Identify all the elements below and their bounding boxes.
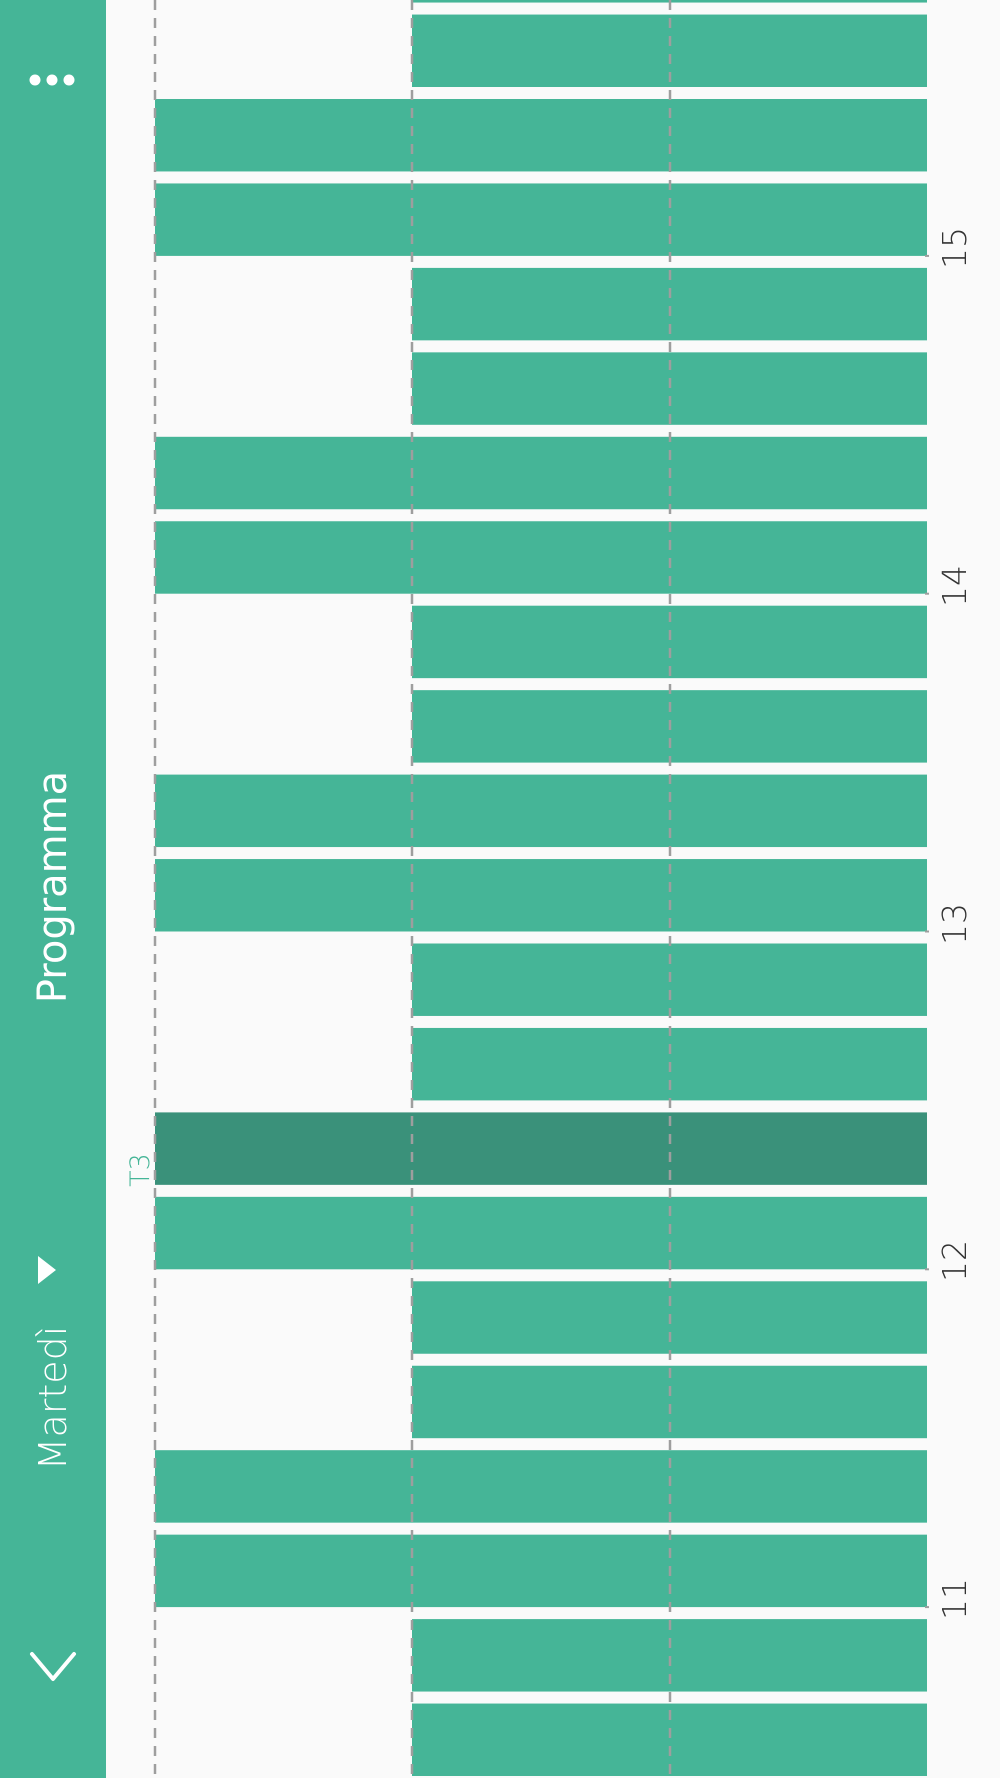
play-icon[interactable] <box>36 1255 58 1285</box>
time-slot[interactable] <box>155 1196 927 1270</box>
time-slot[interactable] <box>155 183 927 256</box>
hour-label: 13 <box>935 902 974 945</box>
current-slot-label: T3 <box>125 1153 156 1187</box>
more-vertical-icon[interactable] <box>27 72 77 88</box>
time-slot[interactable] <box>155 1534 927 1608</box>
time-slot[interactable] <box>155 521 927 594</box>
time-slot[interactable] <box>155 436 927 510</box>
chevron-left-icon[interactable] <box>28 1642 78 1692</box>
hour-label: 15 <box>935 226 974 269</box>
time-slot[interactable] <box>155 99 927 172</box>
time-slot[interactable] <box>155 1450 927 1523</box>
hour-label: 11 <box>935 1578 974 1621</box>
time-slot[interactable] <box>155 859 927 932</box>
time-slot-current[interactable] <box>155 1112 927 1185</box>
time-slot[interactable] <box>155 774 927 848</box>
header-bar: Programma Martedì <box>0 0 106 1778</box>
hour-label: 14 <box>935 564 974 607</box>
hour-label: 12 <box>935 1240 974 1283</box>
